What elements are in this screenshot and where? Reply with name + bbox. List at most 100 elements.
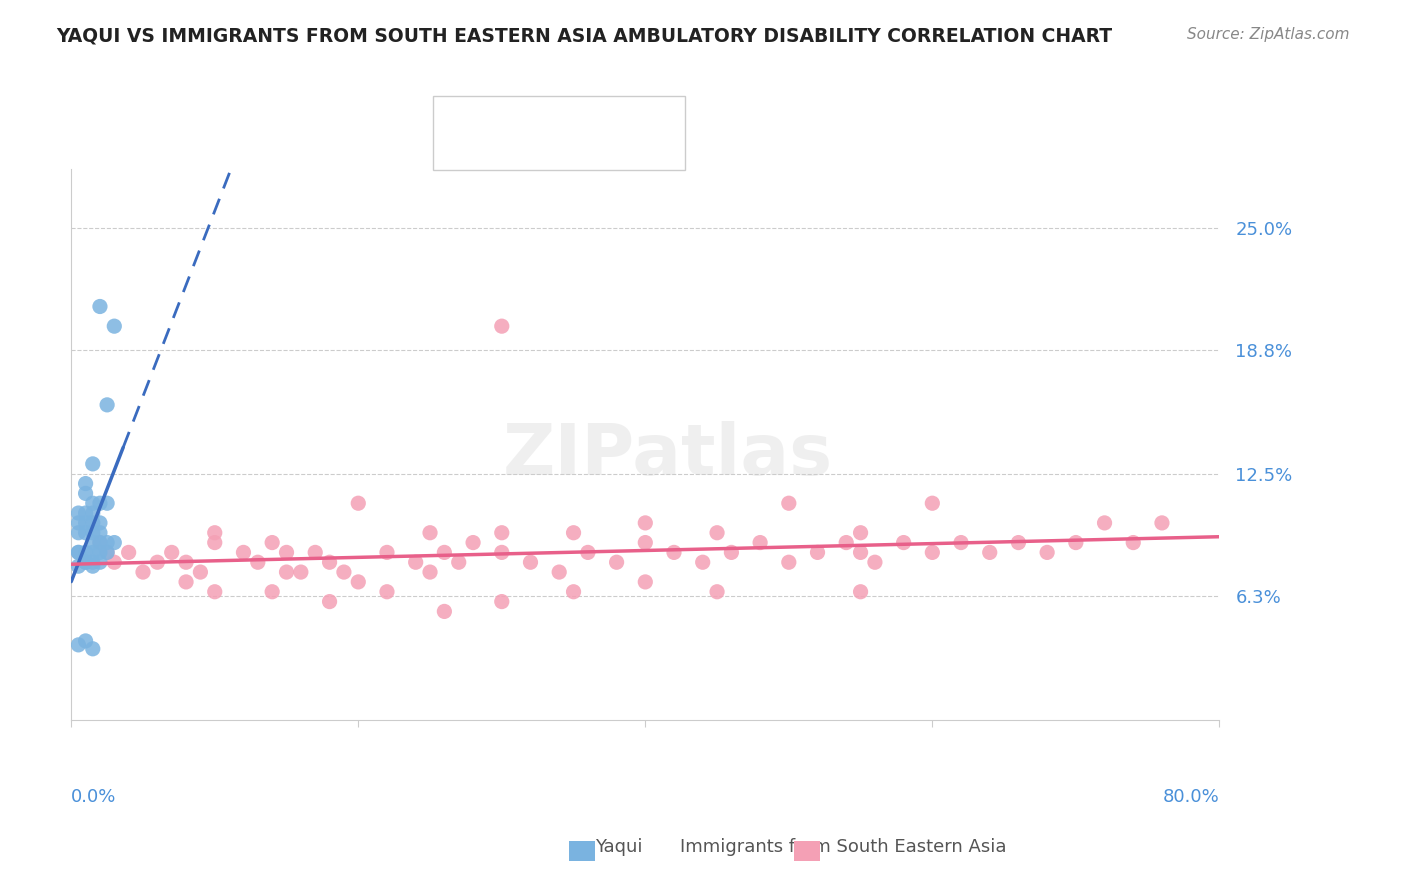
Point bbox=[67, 559, 90, 574]
Point bbox=[706, 584, 728, 599]
Point bbox=[82, 516, 104, 530]
Text: 0.0%: 0.0% bbox=[72, 789, 117, 806]
Point bbox=[806, 545, 828, 559]
Point bbox=[75, 634, 97, 648]
Text: R =  0.121: R = 0.121 bbox=[491, 113, 595, 133]
Point bbox=[75, 506, 97, 520]
Point bbox=[634, 574, 657, 589]
Point bbox=[89, 300, 111, 314]
Point bbox=[375, 545, 398, 559]
Point bbox=[447, 555, 470, 569]
Point bbox=[96, 535, 118, 549]
Point bbox=[576, 545, 599, 559]
Point bbox=[75, 545, 97, 559]
Point bbox=[491, 319, 513, 334]
Point bbox=[347, 496, 370, 510]
Point bbox=[1094, 516, 1116, 530]
Point bbox=[75, 516, 97, 530]
Point bbox=[433, 545, 456, 559]
Point bbox=[132, 565, 155, 579]
Point bbox=[204, 584, 226, 599]
Point bbox=[75, 555, 97, 569]
Point bbox=[82, 535, 104, 549]
Point bbox=[318, 555, 340, 569]
Point bbox=[1007, 535, 1029, 549]
Point bbox=[174, 574, 197, 589]
Point bbox=[67, 516, 90, 530]
Point bbox=[160, 545, 183, 559]
Point bbox=[117, 545, 139, 559]
Point bbox=[835, 535, 858, 549]
Point bbox=[276, 545, 298, 559]
Text: R = 0.372: R = 0.372 bbox=[491, 138, 589, 157]
Text: 80.0%: 80.0% bbox=[1163, 789, 1219, 806]
Point bbox=[778, 555, 800, 569]
FancyBboxPatch shape bbox=[433, 95, 686, 169]
Point bbox=[318, 594, 340, 608]
Point bbox=[96, 545, 118, 559]
Point bbox=[548, 565, 571, 579]
Point bbox=[82, 506, 104, 520]
Point bbox=[692, 555, 714, 569]
Point bbox=[89, 496, 111, 510]
Point bbox=[562, 584, 585, 599]
Point bbox=[103, 319, 125, 334]
Point bbox=[519, 555, 541, 569]
Point bbox=[82, 525, 104, 540]
Point bbox=[562, 525, 585, 540]
Point bbox=[662, 545, 685, 559]
Point bbox=[491, 545, 513, 559]
Point bbox=[67, 525, 90, 540]
Point bbox=[89, 525, 111, 540]
Point bbox=[103, 535, 125, 549]
FancyBboxPatch shape bbox=[450, 111, 479, 136]
Point bbox=[82, 457, 104, 471]
Point bbox=[893, 535, 915, 549]
Point bbox=[67, 545, 90, 559]
Point bbox=[262, 535, 284, 549]
Point bbox=[89, 535, 111, 549]
Point bbox=[778, 496, 800, 510]
Point bbox=[82, 555, 104, 569]
Point bbox=[67, 506, 90, 520]
Point bbox=[67, 545, 90, 559]
Point bbox=[174, 555, 197, 569]
Text: YAQUI VS IMMIGRANTS FROM SOUTH EASTERN ASIA AMBULATORY DISABILITY CORRELATION CH: YAQUI VS IMMIGRANTS FROM SOUTH EASTERN A… bbox=[56, 27, 1112, 45]
Point bbox=[82, 545, 104, 559]
Point bbox=[276, 565, 298, 579]
Text: Source: ZipAtlas.com: Source: ZipAtlas.com bbox=[1187, 27, 1350, 42]
Point bbox=[419, 525, 441, 540]
Text: Immigrants from South Eastern Asia: Immigrants from South Eastern Asia bbox=[681, 838, 1007, 855]
Point bbox=[89, 516, 111, 530]
Point bbox=[89, 555, 111, 569]
Point bbox=[290, 565, 312, 579]
Point bbox=[979, 545, 1001, 559]
Point bbox=[262, 584, 284, 599]
Point bbox=[1036, 545, 1059, 559]
Point bbox=[190, 565, 212, 579]
Point bbox=[375, 584, 398, 599]
Point bbox=[75, 555, 97, 569]
Point bbox=[67, 638, 90, 652]
Point bbox=[849, 584, 872, 599]
FancyBboxPatch shape bbox=[450, 136, 479, 161]
Point bbox=[75, 486, 97, 500]
Point bbox=[96, 398, 118, 412]
Point bbox=[461, 535, 484, 549]
Point bbox=[1122, 535, 1144, 549]
Point bbox=[921, 545, 943, 559]
Point bbox=[849, 525, 872, 540]
Point bbox=[146, 555, 169, 569]
Point bbox=[82, 559, 104, 574]
Point bbox=[419, 565, 441, 579]
Point bbox=[89, 545, 111, 559]
Point bbox=[1150, 516, 1173, 530]
Point bbox=[304, 545, 326, 559]
Point bbox=[75, 525, 97, 540]
Point bbox=[950, 535, 973, 549]
Point bbox=[749, 535, 772, 549]
Text: Yaqui: Yaqui bbox=[595, 838, 643, 855]
Point bbox=[333, 565, 356, 579]
Point bbox=[246, 555, 269, 569]
Point bbox=[82, 496, 104, 510]
